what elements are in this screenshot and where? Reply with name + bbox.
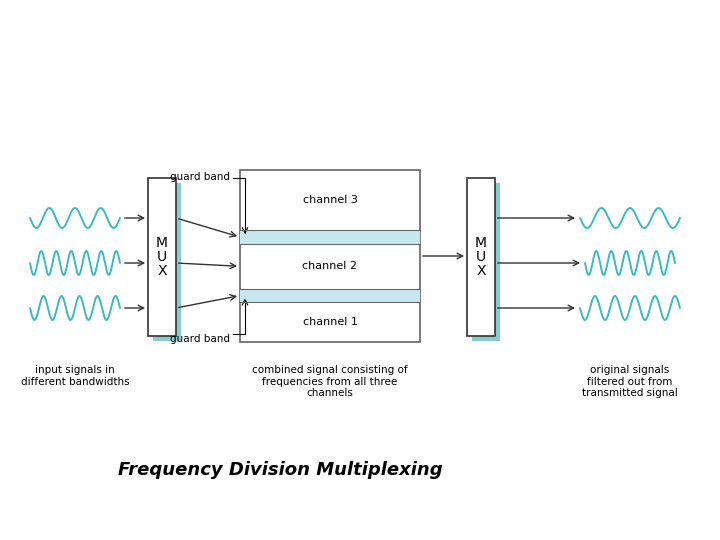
Bar bbox=[240, 230, 420, 244]
Bar bbox=[148, 178, 176, 336]
Bar bbox=[240, 170, 420, 342]
Text: M: M bbox=[156, 236, 168, 250]
Text: guard band: guard band bbox=[170, 334, 230, 344]
Text: U: U bbox=[157, 250, 167, 264]
Bar bbox=[176, 183, 181, 341]
Bar bbox=[495, 183, 500, 341]
Text: X: X bbox=[157, 264, 167, 278]
Text: M: M bbox=[475, 236, 487, 250]
Text: input signals in
different bandwidths: input signals in different bandwidths bbox=[21, 365, 130, 387]
Text: channel 3: channel 3 bbox=[302, 195, 357, 205]
Text: X: X bbox=[476, 264, 486, 278]
Text: original signals
filtered out from
transmitted signal: original signals filtered out from trans… bbox=[582, 365, 678, 398]
Text: combined signal consisting of
frequencies from all three
channels: combined signal consisting of frequencie… bbox=[252, 365, 408, 398]
Text: Frequency Division Multiplexing: Frequency Division Multiplexing bbox=[117, 461, 442, 479]
Text: U: U bbox=[476, 250, 486, 264]
Bar bbox=[240, 289, 420, 302]
Bar bbox=[472, 336, 500, 341]
Bar bbox=[467, 178, 495, 336]
Bar bbox=[153, 336, 181, 341]
Text: channel 1: channel 1 bbox=[302, 317, 357, 327]
Text: channel 2: channel 2 bbox=[302, 261, 358, 271]
Text: guard band: guard band bbox=[170, 172, 230, 182]
